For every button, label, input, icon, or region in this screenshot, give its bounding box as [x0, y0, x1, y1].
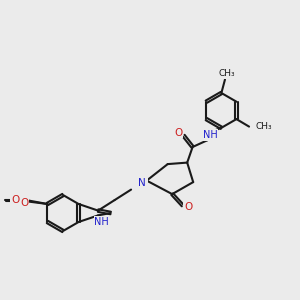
Text: O: O [12, 196, 20, 206]
Text: O: O [20, 197, 28, 208]
Text: N: N [139, 177, 147, 187]
Text: NH: NH [94, 217, 109, 227]
Text: NH: NH [202, 130, 217, 140]
Text: O: O [11, 195, 20, 205]
Text: CH₃: CH₃ [218, 69, 235, 78]
Text: O: O [184, 202, 192, 212]
Text: N: N [138, 178, 146, 188]
Text: CH₃: CH₃ [255, 122, 272, 131]
Text: O: O [174, 128, 182, 138]
